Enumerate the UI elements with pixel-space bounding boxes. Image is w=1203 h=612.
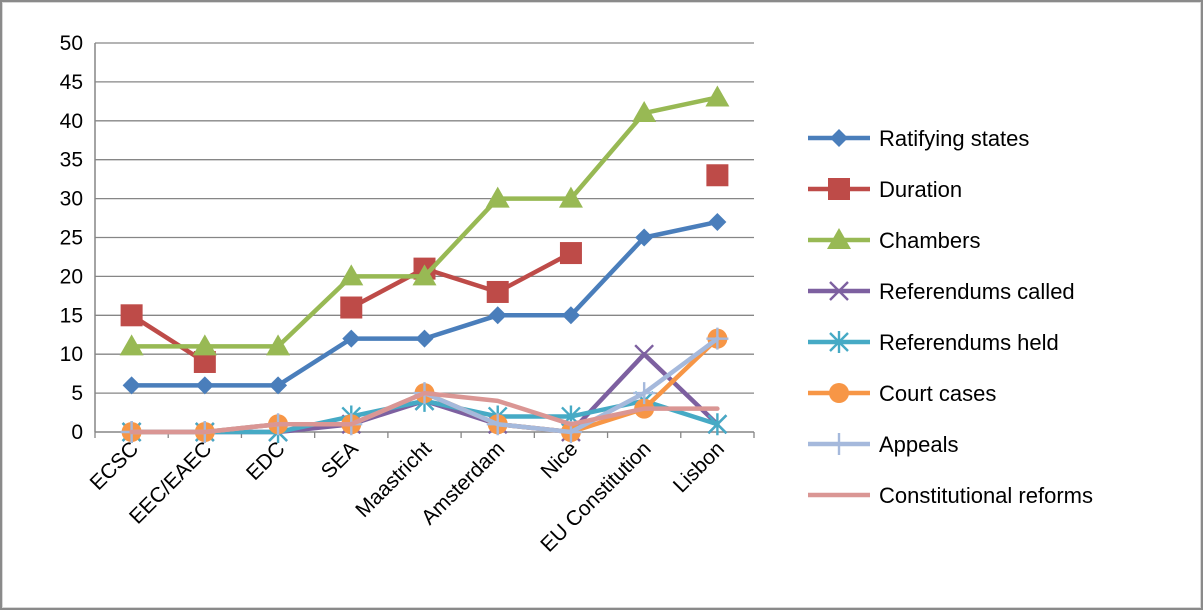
data-point-chambers xyxy=(558,186,583,208)
legend-marker xyxy=(829,281,849,301)
legend-label: Ratifying states xyxy=(879,126,1029,151)
legend-label: Referendums called xyxy=(879,279,1075,304)
legend-entry-appeals: Appeals xyxy=(808,432,959,457)
y-tick-label: 15 xyxy=(60,304,83,327)
series-line-chambers xyxy=(129,95,720,349)
data-point-appeals xyxy=(633,382,656,405)
axes xyxy=(94,43,755,438)
series-ratifying-states xyxy=(122,212,727,395)
x-tick-label-lisbon: Lisbon xyxy=(669,437,729,497)
data-point-duration xyxy=(193,350,216,373)
legend-marker xyxy=(828,433,850,455)
legend-marker xyxy=(830,129,848,147)
x-tick-label-nice: Nice xyxy=(537,437,583,483)
series-line-constitutional-reforms xyxy=(129,390,720,435)
y-tick-label: 20 xyxy=(60,265,83,288)
legend-label: Court cases xyxy=(879,381,996,406)
series-layer xyxy=(119,85,730,443)
data-point-ratifying-states xyxy=(561,306,580,325)
legend-marker xyxy=(829,383,849,403)
legend-label: Referendums held xyxy=(879,330,1059,355)
data-point-chambers xyxy=(705,85,730,107)
legend-label: Duration xyxy=(879,177,962,202)
legend-entry-duration: Duration xyxy=(808,177,962,202)
x-tick-label-sea: SEA xyxy=(317,437,363,483)
legend-label: Appeals xyxy=(879,432,959,457)
legend-entry-referendums-called: Referendums called xyxy=(808,279,1075,304)
data-point-ratifying-states xyxy=(122,376,141,395)
data-point-chambers xyxy=(339,264,364,286)
legend-marker xyxy=(829,331,849,353)
series-chambers xyxy=(119,85,730,356)
data-point-ratifying-states xyxy=(269,376,288,395)
series-line-ratifying-states xyxy=(129,219,720,388)
data-point-duration xyxy=(340,296,363,319)
legend: Ratifying states Duration Chambers Referend… xyxy=(808,126,1093,508)
data-point-ratifying-states xyxy=(488,306,507,325)
y-tick-label: 40 xyxy=(60,110,83,133)
legend-entry-chambers: Chambers xyxy=(808,228,980,253)
data-point-ratifying-states xyxy=(195,376,214,395)
data-point-chambers xyxy=(412,264,437,286)
data-point-duration xyxy=(559,242,582,265)
data-point-duration xyxy=(120,304,143,327)
data-point-chambers xyxy=(192,334,217,356)
data-point-ratifying-states xyxy=(708,212,727,231)
data-point-ratifying-states xyxy=(415,329,434,348)
series-duration xyxy=(120,164,729,373)
legend-marker xyxy=(828,178,850,200)
x-tick-label-ecsc: ECSC xyxy=(86,437,144,495)
legend-entry-ratifying-states: Ratifying states xyxy=(808,126,1029,151)
data-point-referendums-held xyxy=(707,413,728,436)
data-point-ratifying-states xyxy=(635,228,654,247)
legend-entry-court-cases: Court cases xyxy=(808,381,996,406)
legend-entry-referendums-held: Referendums held xyxy=(808,330,1059,355)
data-point-appeals xyxy=(486,413,509,436)
legend-marker xyxy=(827,228,851,249)
y-tick-label: 25 xyxy=(60,227,83,250)
y-tick-label: 0 xyxy=(71,421,83,444)
data-point-referendums-called xyxy=(634,344,655,365)
y-axis-tick-labels: 0 5 10 15 20 25 30 35 40 45 50 xyxy=(60,32,83,444)
y-tick-label: 10 xyxy=(60,343,83,366)
legend-label: Constitutional reforms xyxy=(879,483,1093,508)
legend-label: Chambers xyxy=(879,228,980,253)
x-tick-label-edc: EDC xyxy=(242,437,290,485)
series-line-duration xyxy=(129,313,208,365)
y-tick-label: 45 xyxy=(60,71,83,94)
data-point-appeals xyxy=(706,327,729,350)
data-point-chambers xyxy=(632,101,657,123)
data-point-chambers xyxy=(266,334,291,356)
legend-entry-constitutional-reforms: Constitutional reforms xyxy=(808,483,1093,508)
y-tick-label: 30 xyxy=(60,188,83,211)
y-tick-label: 35 xyxy=(60,149,83,172)
data-point-chambers xyxy=(119,334,144,356)
y-tick-label: 50 xyxy=(60,32,83,55)
data-point-duration xyxy=(706,164,729,187)
y-tick-label: 5 xyxy=(71,382,83,405)
data-point-ratifying-states xyxy=(342,329,361,348)
series-constitutional-reforms xyxy=(129,390,720,435)
data-point-chambers xyxy=(485,186,510,208)
series-line-duration xyxy=(349,250,574,310)
data-point-duration xyxy=(486,280,509,303)
